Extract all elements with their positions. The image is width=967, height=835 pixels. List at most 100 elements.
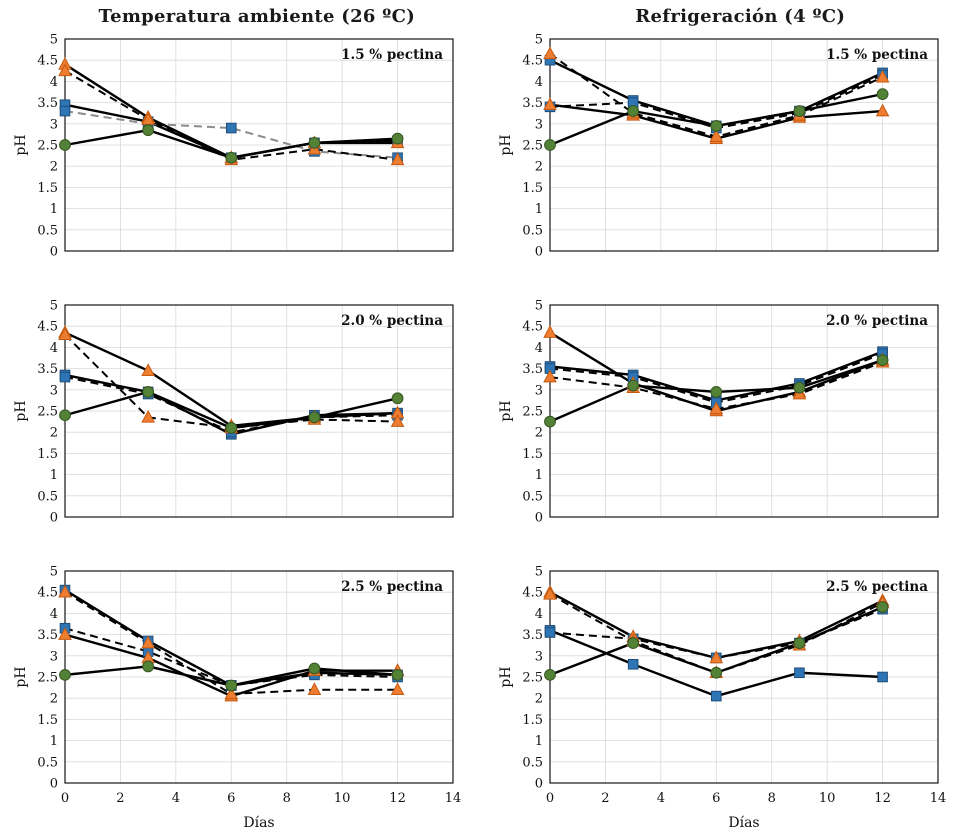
y-tick-labels: 0 0.5 1 1.5 2 2.5 3 3.5 4 4.5 5 [523,33,544,260]
svg-text:4.5: 4.5 [523,54,544,69]
chart-annotation: 1.5 % pectina [341,47,443,63]
y-tick-labels: 0 0.5 1 1.5 2 2.5 3 3.5 4 4.5 5 [523,565,544,792]
chart-cell-2: 0 0.5 1 1.5 2 2.5 3 3.5 4 4.5 5 pH 2.0 % pectina [0,295,482,531]
svg-text:1.5: 1.5 [523,713,544,728]
svg-text:2.5: 2.5 [37,405,58,420]
circle-marker [627,105,640,117]
svg-text:2.5: 2.5 [523,405,544,420]
square-marker [628,658,639,670]
svg-text:12: 12 [875,791,892,806]
svg-text:10: 10 [819,791,836,806]
triangle-marker [543,46,558,60]
svg-text:1: 1 [49,468,57,483]
svg-text:12: 12 [389,791,406,806]
circle-marker [710,386,723,398]
y-axis-label: pH [13,134,29,155]
triangle-marker [141,635,155,649]
svg-text:3: 3 [535,383,543,398]
y-axis-label: pH [498,400,514,421]
svg-text:8: 8 [282,791,290,806]
triangle-marker [543,97,558,111]
triangle-marker [390,414,405,427]
svg-text:0: 0 [61,791,69,806]
series-markers [543,325,890,428]
gridlines [549,304,939,518]
svg-text:2: 2 [49,692,57,707]
circle-marker [391,668,404,681]
circle-marker [141,660,154,673]
chart-annotation: 2.0 % pectina [341,313,443,329]
square-marker [59,105,71,117]
triangle-marker [709,401,724,415]
svg-text:0.5: 0.5 [523,755,544,770]
svg-text:5: 5 [49,299,57,314]
svg-text:2: 2 [602,791,610,806]
svg-text:2.5: 2.5 [523,671,544,686]
triangle-marker [709,650,724,664]
triangle-marker [709,129,724,142]
gridlines [64,38,454,252]
square-marker [544,627,556,638]
series-markers [57,325,405,440]
series-markers [543,46,890,151]
svg-text:4: 4 [535,607,543,622]
chart-annotation: 2.0 % pectina [826,313,928,329]
series-line-square-dashed [550,608,884,659]
y-tick-labels: 0 0.5 1 1.5 2 2.5 3 3.5 4 4.5 5 [523,299,544,526]
triangle-marker [543,369,558,383]
series-line-triangle-dashed [64,591,398,695]
svg-text:4: 4 [535,75,543,90]
svg-text:0.5: 0.5 [37,755,58,770]
svg-text:2: 2 [535,426,543,441]
chart-svg-2: 0 0.5 1 1.5 2 2.5 3 3.5 4 4.5 5 pH 2.0 % pectina [13,299,454,526]
y-axis-label: pH [498,666,514,687]
triangle-marker [57,63,72,77]
svg-text:1.5: 1.5 [523,447,544,462]
triangle-marker [224,686,238,700]
svg-text:4: 4 [49,341,57,356]
svg-text:2: 2 [49,426,57,441]
circle-marker [308,136,321,149]
chart-cell-0: 0 0.5 1 1.5 2 2.5 3 3.5 4 4.5 5 pH 1.5 % pectina [0,29,482,265]
svg-text:4: 4 [49,607,57,622]
svg-text:3.5: 3.5 [37,362,58,377]
triangle-marker [57,627,72,640]
svg-text:0: 0 [546,791,554,806]
circle-marker [627,637,640,649]
svg-text:4: 4 [49,75,57,90]
circle-marker [793,637,806,649]
svg-text:5: 5 [49,33,57,48]
chart-svg-4: 0 0.5 1 1.5 2 2.5 3 3.5 4 4.5 5 pH 0 2 4 6 8 10 12 14 Días 2.… [13,565,461,832]
svg-text:4: 4 [535,341,543,356]
chart-svg-0: 0 0.5 1 1.5 2 2.5 3 3.5 4 4.5 5 pH 1.5 % pectina [13,33,454,260]
circle-marker [308,662,321,675]
svg-text:1.5: 1.5 [37,447,58,462]
triangle-marker [57,584,72,598]
square-marker [711,690,722,702]
square-marker [794,667,805,679]
circle-marker [58,668,71,681]
svg-text:0.5: 0.5 [523,489,544,504]
svg-text:1: 1 [535,734,543,749]
svg-text:3: 3 [49,383,57,398]
triangle-marker [141,363,155,377]
svg-text:6: 6 [712,791,720,806]
triangle-marker [875,69,890,83]
circle-marker [58,139,71,151]
x-axis-label: Días [243,815,274,831]
circle-marker [58,409,71,422]
y-tick-labels: 0 0.5 1 1.5 2 2.5 3 3.5 4 4.5 5 [37,565,58,792]
triangle-marker [390,152,405,166]
square-marker [877,671,889,683]
svg-text:0.5: 0.5 [523,223,544,238]
svg-text:10: 10 [334,791,351,806]
circle-marker [391,132,404,145]
charts-grid: 0 0.5 1 1.5 2 2.5 3 3.5 4 4.5 5 pH 1.5 % pectina 0 0.5… [0,29,967,835]
triangle-marker [390,682,405,696]
chart-svg-3: 0 0.5 1 1.5 2 2.5 3 3.5 4 4.5 5 pH 2.0 % pectina [498,299,939,526]
series-markers [57,56,405,166]
svg-text:4.5: 4.5 [37,54,58,69]
svg-text:0: 0 [535,245,543,260]
circle-marker [308,411,321,424]
